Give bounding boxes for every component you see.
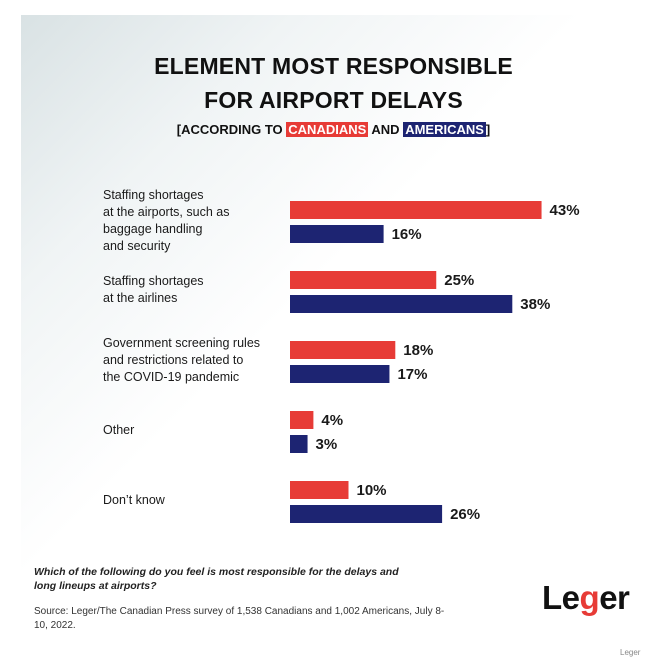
category-label: Other: [103, 423, 135, 437]
logo-part-2: g: [579, 579, 600, 616]
bar-canadians: [290, 411, 314, 429]
subtitle-mid: AND: [368, 122, 404, 137]
data-label-canadians: 18%: [403, 342, 433, 359]
logo-part-3: er: [599, 579, 630, 616]
data-label-americans: 17%: [397, 366, 427, 383]
data-label-canadians: 25%: [444, 272, 474, 289]
bar-canadians: [290, 271, 437, 289]
source-note: Source: Leger/The Canadian Press survey …: [34, 606, 445, 631]
data-label-canadians: 10%: [357, 482, 387, 499]
data-label-americans: 38%: [520, 296, 550, 313]
data-label-americans: 16%: [392, 226, 422, 243]
bar-americans: [290, 435, 308, 453]
chart-card: ELEMENT MOST RESPONSIBLE FOR AIRPORT DEL…: [21, 15, 646, 639]
bar-americans: [290, 225, 384, 243]
data-label-americans: 26%: [450, 506, 480, 523]
category-label: Staffing shortages at the airlines: [103, 274, 204, 305]
bar-americans: [290, 295, 513, 313]
watermark: Leger: [620, 648, 641, 657]
chart-title-line-2: FOR AIRPORT DELAYS: [204, 87, 463, 113]
bar-chart: 43% 16% 25% 38% 18% 17% 4% 3% 10% 26%: [290, 201, 580, 523]
category-label: Don’t know: [103, 493, 165, 507]
bar-canadians: [290, 341, 396, 359]
category-label: Staffing shortages at the airports, such…: [103, 188, 230, 253]
legend-americans: AMERICANS: [403, 122, 486, 137]
subtitle-open: [ACCORDING TO: [176, 122, 287, 137]
leger-logo: Leger: [542, 579, 630, 617]
logo-part-1: Le: [542, 579, 580, 616]
chart-subtitle: [ACCORDING TO CANADIANS AND AMERICANS]: [21, 122, 646, 137]
data-label-americans: 3%: [316, 436, 338, 453]
chart-title-line-1: ELEMENT MOST RESPONSIBLE: [154, 53, 513, 79]
bar-canadians: [290, 481, 349, 499]
data-label-canadians: 4%: [321, 412, 343, 429]
subtitle-close: ]: [485, 122, 491, 137]
legend-canadians: CANADIANS: [286, 122, 369, 137]
category-label: Government screening rules and restricti…: [103, 336, 261, 384]
bar-americans: [290, 365, 390, 383]
bar-americans: [290, 505, 443, 523]
bar-canadians: [290, 201, 542, 219]
data-label-canadians: 43%: [550, 202, 580, 219]
survey-question: Which of the following do you feel is mo…: [34, 566, 399, 592]
